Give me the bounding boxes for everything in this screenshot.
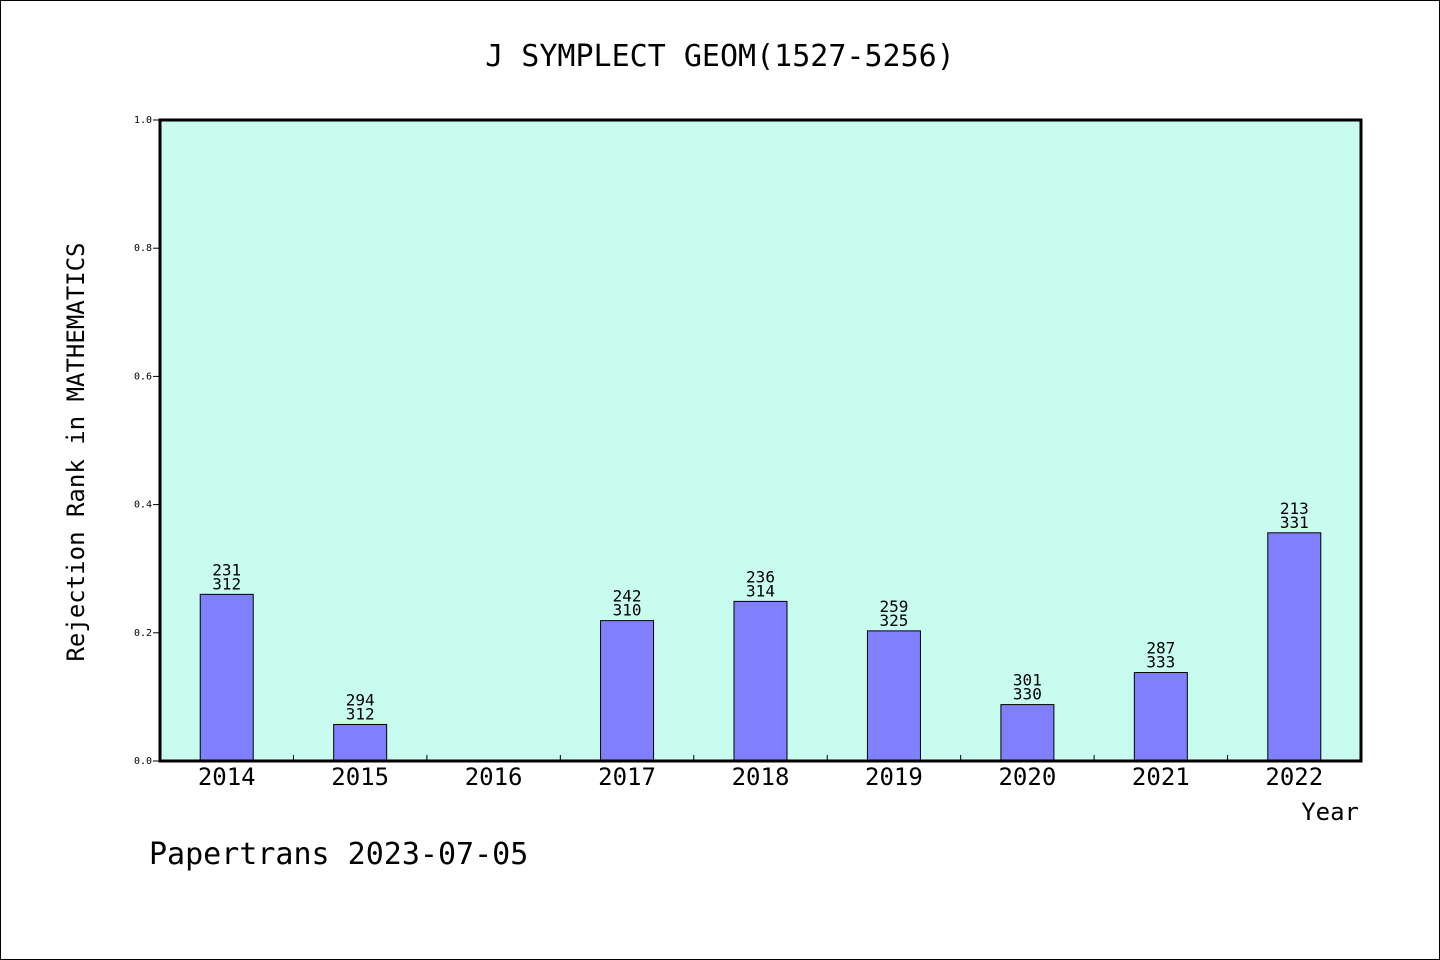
data-label-top: 301 <box>1013 671 1042 690</box>
bar-2019 <box>866 630 921 762</box>
data-label-bottom: 312 <box>346 704 375 723</box>
data-labels: 2313122943122423102363142593253013302873… <box>212 499 1308 724</box>
data-label-bottom: 312 <box>212 574 241 593</box>
x-tick-label: 2017 <box>598 763 656 791</box>
data-label-top: 231 <box>212 560 241 579</box>
bar-2018 <box>733 600 788 762</box>
y-tick-label: 1.0 <box>134 115 152 126</box>
y-tick-label: 0.4 <box>134 500 152 511</box>
data-label-top: 294 <box>346 690 375 709</box>
plot-border <box>158 118 1363 763</box>
bar-2020 <box>1000 704 1055 762</box>
y-tick-label: 0.0 <box>134 756 152 767</box>
y-tick-label: 0.6 <box>134 371 152 382</box>
y-tick-label: 0.8 <box>134 243 152 254</box>
axis-ticks: 0.0 0.2 0.4 0.6 0.8 1.0 2014 2015 2016 2017 2018 20… <box>134 115 1323 791</box>
data-label-top: 213 <box>1280 499 1309 518</box>
data-label-bottom: 325 <box>879 611 908 630</box>
data-label-top: 236 <box>746 567 775 586</box>
x-tick-label: 2019 <box>865 763 923 791</box>
data-label-top: 242 <box>613 587 642 606</box>
x-tick-label: 2014 <box>198 763 256 791</box>
x-tick-label: 2020 <box>998 763 1056 791</box>
data-label-bottom: 314 <box>746 581 775 600</box>
x-axis-label: Year <box>1301 798 1359 826</box>
x-tick-label: 2022 <box>1265 763 1323 791</box>
bar-2021 <box>1133 672 1188 762</box>
data-label-bottom: 310 <box>613 601 642 620</box>
x-tick-label: 2018 <box>732 763 790 791</box>
data-label-bottom: 331 <box>1280 513 1309 532</box>
data-label-top: 287 <box>1146 639 1175 658</box>
bar-2017 <box>600 620 655 762</box>
x-tick-label: 2021 <box>1132 763 1190 791</box>
x-tick-label: 2016 <box>465 763 523 791</box>
bar-2022 <box>1267 532 1322 762</box>
data-label-top: 259 <box>879 597 908 616</box>
data-label-bottom: 330 <box>1013 685 1042 704</box>
footer-text: Papertrans 2023-07-05 <box>149 837 528 872</box>
y-axis-label: Rejection Rank in MATHEMATICS <box>62 242 90 661</box>
data-label-bottom: 333 <box>1146 653 1175 672</box>
bar-2015 <box>333 723 388 762</box>
bar-2014 <box>199 593 254 762</box>
bars <box>199 532 1322 762</box>
chart-title: J SYMPLECT GEOM(1527-5256) <box>485 39 955 74</box>
y-tick-label: 0.2 <box>134 628 152 639</box>
x-tick-label: 2015 <box>331 763 389 791</box>
